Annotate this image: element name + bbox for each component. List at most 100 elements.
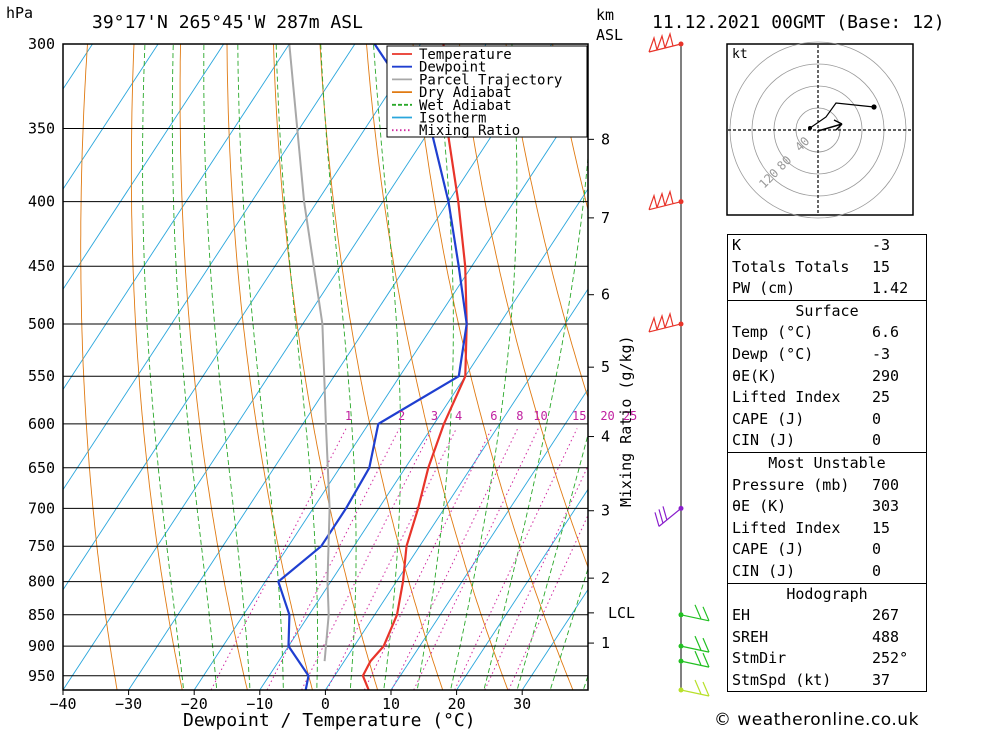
mu-theta-label: θE (K)	[732, 497, 787, 516]
k-index-label: K	[732, 236, 742, 254]
wet-adiabat-line	[320, 44, 357, 690]
wet-adiabat-line	[237, 44, 284, 690]
plot-frame	[62, 43, 589, 691]
legend-label: Dewpoint	[419, 60, 486, 76]
wind-barb	[680, 635, 710, 653]
mu-li-label: Lifted Index	[732, 518, 841, 537]
mixing-ratio-line	[454, 428, 578, 690]
mu-pressure-label: Pressure (mb)	[732, 475, 850, 494]
chart-grid	[0, 44, 588, 690]
wind-barb	[654, 506, 682, 527]
dry-adiabat-line	[130, 44, 183, 690]
mu-cape-value: 0	[872, 540, 882, 559]
temperature-line	[361, 44, 468, 690]
mu-pressure-value: 700	[872, 475, 900, 494]
wet-adiabat-line	[483, 153, 588, 690]
mixing-ratio-label: 1	[345, 409, 352, 423]
indices-table: K -3 Totals Totals 15 PW (cm) 1.42 Surface …	[727, 234, 927, 693]
stability-indices: K -3 Totals Totals 15 PW (cm) 1.42	[728, 235, 926, 301]
pressure-tick-label: 800	[28, 573, 55, 591]
mixing-ratio-axis-title: Mixing Ratio (g/kg)	[617, 335, 635, 507]
legend-label: Wet Adiabat	[419, 98, 512, 114]
isotherm-line	[456, 488, 588, 690]
wet-adiabat-line	[549, 567, 588, 690]
pressure-tick-label: 300	[28, 35, 55, 53]
pressure-tick-label: 700	[28, 499, 55, 517]
pressure-tick-label: 850	[28, 606, 55, 624]
height-tick-label: 3	[601, 502, 610, 520]
height-tick-label: 8	[601, 130, 610, 148]
isotherm-line	[63, 44, 225, 291]
isotherm-line	[63, 44, 356, 491]
wind-barb	[680, 650, 710, 668]
temperature-axis: −40 −30 −20 −10 0 10 20 30	[49, 690, 531, 713]
mu-cin-label: CIN (J)	[732, 561, 796, 580]
x-axis-title: Dewpoint / Temperature (°C)	[183, 710, 476, 731]
pressure-tick-label: 600	[28, 415, 55, 433]
sreh-label: SREH	[732, 627, 769, 646]
pressure-tick-label: 500	[28, 315, 55, 333]
mixing-ratio-label: 25	[623, 409, 637, 423]
surface-dewp-label: Dewp (°C)	[732, 344, 814, 363]
chart-series	[277, 44, 468, 690]
surface-cin-label: CIN (J)	[732, 431, 796, 450]
mu-cin-value: 0	[872, 561, 882, 580]
dry-adiabat-line	[80, 44, 118, 690]
isotherm-line	[63, 44, 421, 591]
wet-adiabat-line	[203, 44, 251, 690]
mixing-ratio-label: 3	[431, 409, 438, 423]
mu-theta-value: 303	[872, 497, 900, 516]
height-tick-label: 2	[601, 569, 610, 587]
pw-value: 1.42	[872, 279, 909, 298]
legend-label: Dry Adiabat	[419, 85, 512, 101]
x-tick-label: −10	[246, 695, 273, 713]
dry-adiabat-line	[179, 44, 248, 690]
x-tick-label: −20	[181, 695, 208, 713]
most-unstable-section: Most Unstable Pressure (mb) 700 θE (K) 303…	[728, 453, 926, 584]
isotherm-line	[325, 288, 588, 690]
dry-adiabat-line	[226, 44, 313, 690]
mixing-ratio-label: 10	[533, 409, 547, 423]
copyright-link[interactable]: © weatheronline.co.uk	[714, 710, 919, 730]
x-tick-label: 10	[382, 695, 400, 713]
pressure-tick-label: 750	[28, 537, 55, 555]
hodograph-start-dot	[808, 126, 812, 130]
x-tick-label: −40	[49, 695, 76, 713]
height-tick-label: LCL	[608, 604, 635, 622]
dry-adiabat-line	[505, 44, 588, 399]
height-tick-label: 6	[601, 286, 610, 304]
dry-adiabat-line	[319, 44, 444, 690]
storm-dir-label: StmDir	[732, 649, 787, 668]
legend-label: Parcel Trajectory	[419, 72, 562, 88]
x-tick-label: 30	[513, 695, 531, 713]
most-unstable-title: Most Unstable	[768, 453, 886, 472]
wind-barb	[648, 189, 682, 211]
isotherm-line	[0, 44, 27, 690]
height-tick-label: 5	[601, 358, 610, 376]
height-axis: 8 7 6 5 4 3 2 LCL 1	[588, 130, 635, 652]
surface-cin-value: 0	[872, 431, 882, 450]
mixing-ratio-label: 2	[398, 409, 405, 423]
storm-dir-value: 252°	[872, 649, 909, 668]
x-tick-label: −30	[115, 695, 142, 713]
isotherm-line	[193, 87, 588, 690]
wet-adiabat-line	[516, 433, 588, 690]
totals-totals-value: 15	[872, 257, 891, 276]
dry-adiabat-line	[459, 44, 588, 569]
legend-label: Mixing Ratio	[419, 123, 520, 139]
hodograph-title: Hodograph	[786, 584, 868, 603]
surface-temp-label: Temp (°C)	[732, 323, 814, 342]
pressure-axis: 300 350 400 450 500 550 600 650 700 750 800 850 900 9…	[28, 35, 55, 685]
wind-barb	[680, 604, 710, 622]
dry-adiabat-line	[273, 44, 379, 690]
isotherm-line	[63, 44, 159, 191]
mu-cape-label: CAPE (J)	[732, 540, 805, 559]
surface-li-value: 25	[872, 388, 891, 407]
wind-barb	[648, 31, 682, 53]
wet-adiabat-line	[171, 44, 218, 690]
wet-adiabat-line	[275, 44, 319, 690]
dry-adiabat-line	[366, 44, 509, 690]
surface-li-label: Lifted Index	[732, 388, 841, 407]
